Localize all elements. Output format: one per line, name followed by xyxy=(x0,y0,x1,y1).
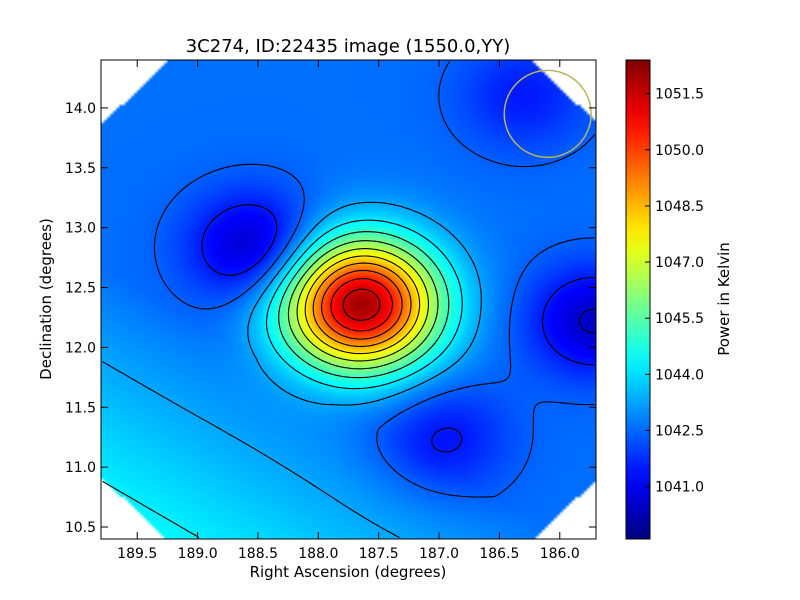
y-tick-label: 13.0 xyxy=(65,221,96,237)
y-tick-label: 14.0 xyxy=(65,101,96,117)
contour-level-10 xyxy=(321,269,403,340)
contour-level-5 xyxy=(278,231,450,379)
colorbar-tick-label: 1042.5 xyxy=(655,423,704,439)
colorbar-label: Power in Kelvin xyxy=(715,242,733,356)
contour-level-9 xyxy=(312,262,412,347)
x-tick-label: 188.0 xyxy=(298,546,338,562)
y-axis: 10.5 11.0 11.5 12.0 12.5 13.0 13.5 14.0 xyxy=(65,101,596,536)
contour-level-12 xyxy=(342,288,381,321)
x-tick-label: 188.5 xyxy=(238,546,278,562)
contour-level-3 xyxy=(102,201,482,538)
contour-level-8 xyxy=(304,255,421,355)
heatmap-image xyxy=(101,60,596,539)
colorbar-tick-label: 1048.5 xyxy=(655,199,704,215)
colorbar-tick-label: 1051.5 xyxy=(655,87,704,103)
y-tick-label: 13.5 xyxy=(65,161,96,177)
x-tick-label: 187.0 xyxy=(419,546,459,562)
contour-level-4 xyxy=(102,219,463,538)
x-tick-label: 189.0 xyxy=(178,546,218,562)
plot-frame xyxy=(100,59,597,540)
y-axis-label: Declination (degrees) xyxy=(37,218,55,380)
colorbar-tick-label: 1044.0 xyxy=(655,367,704,383)
colorbar-fill xyxy=(626,60,650,539)
contour-level-2 xyxy=(153,61,595,498)
x-tick-label: 189.5 xyxy=(117,546,157,562)
colorbar-axis: 1041.0 1042.5 1044.0 1045.5 1047.0 1048.5 1050… xyxy=(645,87,704,496)
x-tick-label: 186.0 xyxy=(540,546,580,562)
colorbar-tick-label: 1045.5 xyxy=(655,311,704,327)
colorbar-tick-label: 1050.0 xyxy=(655,143,704,159)
y-tick-label: 12.5 xyxy=(65,281,96,297)
chart-title: 3C274, ID:22435 image (1550.0,YY) xyxy=(186,36,511,57)
colorbar: 1041.0 1042.5 1044.0 1045.5 1047.0 1048.5 1050… xyxy=(625,59,704,540)
x-tick-label: 187.5 xyxy=(359,546,399,562)
x-axis: 189.5 189.0 188.5 188.0 187.5 187.0 186.5 186.0 xyxy=(117,60,580,562)
y-tick-label: 11.0 xyxy=(65,460,96,476)
colorbar-tick-label: 1041.0 xyxy=(655,480,704,496)
y-tick-label: 12.0 xyxy=(65,340,96,356)
colorbar-frame xyxy=(625,59,651,540)
x-axis-label: Right Ascension (degrees) xyxy=(250,563,447,581)
contour-level-7 xyxy=(296,248,430,362)
contour-lines xyxy=(102,61,595,538)
y-tick-label: 10.5 xyxy=(65,520,96,536)
colorbar-tick-label: 1047.0 xyxy=(655,255,704,271)
plot-area xyxy=(101,60,596,539)
y-tick-label: 11.5 xyxy=(65,400,96,416)
contour-level-6 xyxy=(287,240,439,370)
x-tick-label: 186.5 xyxy=(479,546,519,562)
contour-level-0 xyxy=(578,308,595,334)
contour-level-11 xyxy=(330,278,394,332)
beam-circle xyxy=(503,69,592,159)
contour-level-1 xyxy=(201,204,595,453)
